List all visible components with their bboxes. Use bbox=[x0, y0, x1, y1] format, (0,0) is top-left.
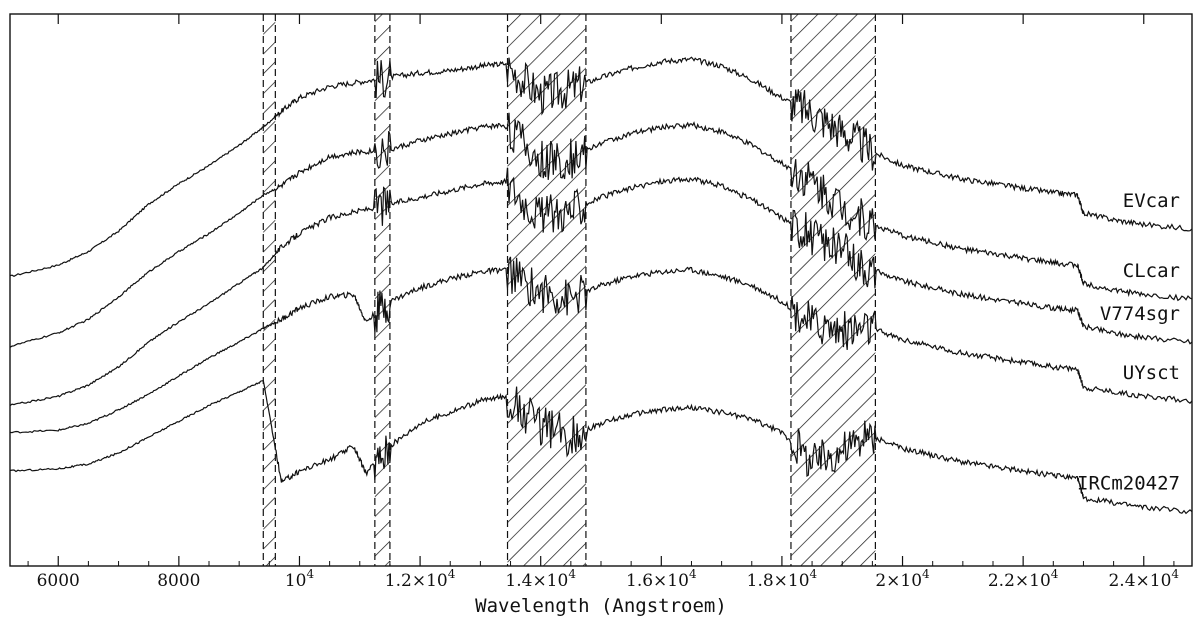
series-labels: EVcar CLcar V774sgr UYsct IRCm20427 bbox=[1077, 190, 1180, 495]
series-label-CLcar: CLcar bbox=[1123, 260, 1180, 282]
series-line-V774sgr bbox=[9, 167, 1193, 407]
x-tick-label: 2×104 bbox=[875, 567, 930, 591]
series-line-IRCm20427 bbox=[9, 379, 1193, 515]
x-tick-label: 1.2×104 bbox=[385, 567, 456, 591]
x-tick-label: 2.4×104 bbox=[1108, 567, 1179, 591]
series-line-EVcar bbox=[9, 56, 1193, 277]
series-line-UYsct bbox=[9, 256, 1193, 434]
series-label-V774sgr: V774sgr bbox=[1100, 303, 1180, 325]
excluded-region-1 bbox=[374, 14, 390, 566]
plot-frame bbox=[9, 13, 1193, 567]
x-tick-label: 2.2×104 bbox=[988, 567, 1059, 591]
x-tick-label: 6000 bbox=[37, 571, 80, 591]
series-label-UYsct: UYsct bbox=[1123, 362, 1180, 384]
x-tick-label: 1.6×104 bbox=[626, 567, 697, 591]
x-tick-label: 1.8×104 bbox=[747, 567, 818, 591]
series-line-CLcar bbox=[9, 112, 1193, 348]
x-axis-title: Wavelength (Angstroem) bbox=[475, 595, 727, 617]
x-tick-label: 1.4×104 bbox=[505, 567, 576, 591]
series-group bbox=[9, 56, 1193, 515]
series-label-EVcar: EVcar bbox=[1123, 190, 1180, 212]
x-tick-label: 8000 bbox=[157, 571, 200, 591]
x-axis-ticks: 6000 8000 104 1.2×104 1.4×104 1.6×104 1.8×104 2… bbox=[27, 14, 1179, 591]
excluded-region-0 bbox=[263, 14, 276, 566]
series-label-IRCm20427: IRCm20427 bbox=[1077, 473, 1180, 495]
x-tick-label: 104 bbox=[285, 567, 315, 591]
excluded-regions bbox=[262, 14, 876, 566]
